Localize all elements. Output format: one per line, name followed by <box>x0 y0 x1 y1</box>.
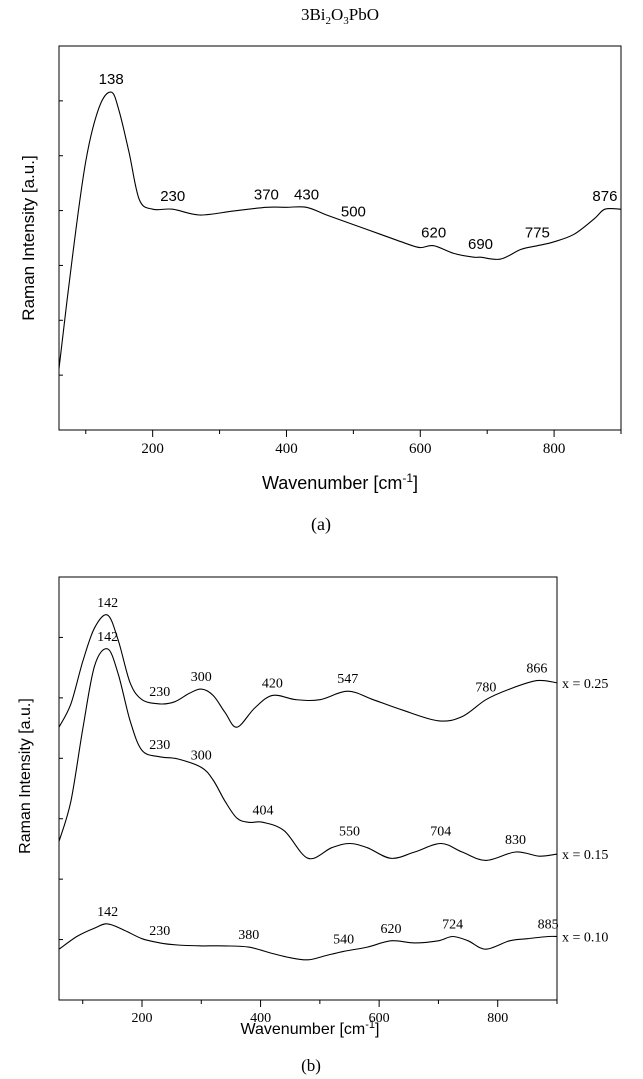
chart-a-title-part: 3 <box>343 15 349 27</box>
peak-label: 300 <box>191 748 212 763</box>
peak-label: 500 <box>341 204 366 221</box>
chart-a-title-part: O <box>331 5 343 24</box>
peak-label: 142 <box>97 630 118 645</box>
chart-b-plot-frame <box>58 576 558 1001</box>
peak-label: 230 <box>149 685 170 700</box>
x-tick-label: 800 <box>487 1011 508 1026</box>
chart-a-title-part: 2 <box>326 15 332 27</box>
chart-b-y-ticks <box>59 636 63 941</box>
chart-a-x-ticks: 200 400 600 800 <box>85 430 622 457</box>
chart-b-series-labels: x = 0.25 x = 0.15 x = 0.10 <box>562 677 608 946</box>
peak-label: 704 <box>430 824 451 839</box>
chart-b: 200 400 600 800 142 230 300 420 547 780 866 142 230… <box>17 576 608 1075</box>
peak-label: 780 <box>475 681 496 696</box>
x-tick-label: 600 <box>409 441 432 457</box>
peak-label: 540 <box>333 932 354 947</box>
peak-label: 724 <box>442 918 463 933</box>
chart-b-caption: (b) <box>301 1056 321 1075</box>
peak-label: 885 <box>538 918 559 933</box>
peak-label: 430 <box>294 186 319 203</box>
chart-a-series-line <box>58 91 622 369</box>
peak-label: 830 <box>505 833 526 848</box>
x-tick-label: 400 <box>250 1011 271 1026</box>
peak-label: 547 <box>337 672 358 687</box>
peak-label: 142 <box>97 596 118 611</box>
peak-label: 230 <box>149 738 170 753</box>
peak-label: 380 <box>238 928 259 943</box>
peak-label: 404 <box>252 803 273 818</box>
series-line <box>58 614 558 728</box>
chart-b-annotations: 142 230 300 420 547 780 866 142 230 300 404 550 704 8… <box>97 596 558 947</box>
series-line <box>58 923 558 961</box>
chart-b-series-lines <box>58 614 558 961</box>
peak-label: 620 <box>421 225 446 242</box>
peak-label: 620 <box>381 922 402 937</box>
series-label: x = 0.15 <box>562 848 608 863</box>
peak-label: 138 <box>99 71 124 88</box>
x-tick-label: 200 <box>132 1011 153 1026</box>
peak-label: 550 <box>339 824 360 839</box>
peak-label: 420 <box>262 676 283 691</box>
peak-label: 866 <box>526 662 547 677</box>
series-label: x = 0.25 <box>562 677 608 692</box>
peak-label: 300 <box>191 670 212 685</box>
chart-b-x-ticks: 200 400 600 800 <box>82 1000 558 1026</box>
x-tick-label: 800 <box>543 441 566 457</box>
chart-b-ylabel: Raman Intensity [a.u.] <box>17 698 34 854</box>
series-label: x = 0.10 <box>562 931 608 946</box>
chart-a: 3Bi2O3PbO 200 400 600 800 138 230 370 430 500 62… <box>19 5 622 535</box>
peak-label: 876 <box>592 188 617 205</box>
chart-a-xlabel: Wavenumber [cm-1] <box>262 471 418 493</box>
chart-a-annotations: 138 230 370 430 500 620 690 775 876 <box>99 71 618 253</box>
peak-label: 142 <box>97 905 118 920</box>
peak-label: 775 <box>525 225 550 242</box>
chart-a-title-part: 3Bi <box>301 5 326 24</box>
series-line <box>58 648 558 861</box>
chart-a-title-part: PbO <box>349 5 379 24</box>
chart-a-caption: (a) <box>311 514 331 535</box>
peak-label: 370 <box>254 186 279 203</box>
x-tick-label: 400 <box>275 441 298 457</box>
chart-a-y-ticks <box>59 100 63 376</box>
x-tick-label: 200 <box>141 441 164 457</box>
peak-label: 230 <box>160 188 185 205</box>
x-tick-label: 600 <box>369 1011 390 1026</box>
chart-a-ylabel: Raman Intensity [a.u.] <box>19 155 38 320</box>
peak-label: 690 <box>468 236 493 253</box>
chart-a-plot-frame <box>58 45 622 431</box>
chart-a-title: 3Bi2O3PbO <box>301 5 379 27</box>
peak-label: 230 <box>149 924 170 939</box>
chart-b-xlabel: Wavenumber [cm-1] <box>240 1019 379 1038</box>
